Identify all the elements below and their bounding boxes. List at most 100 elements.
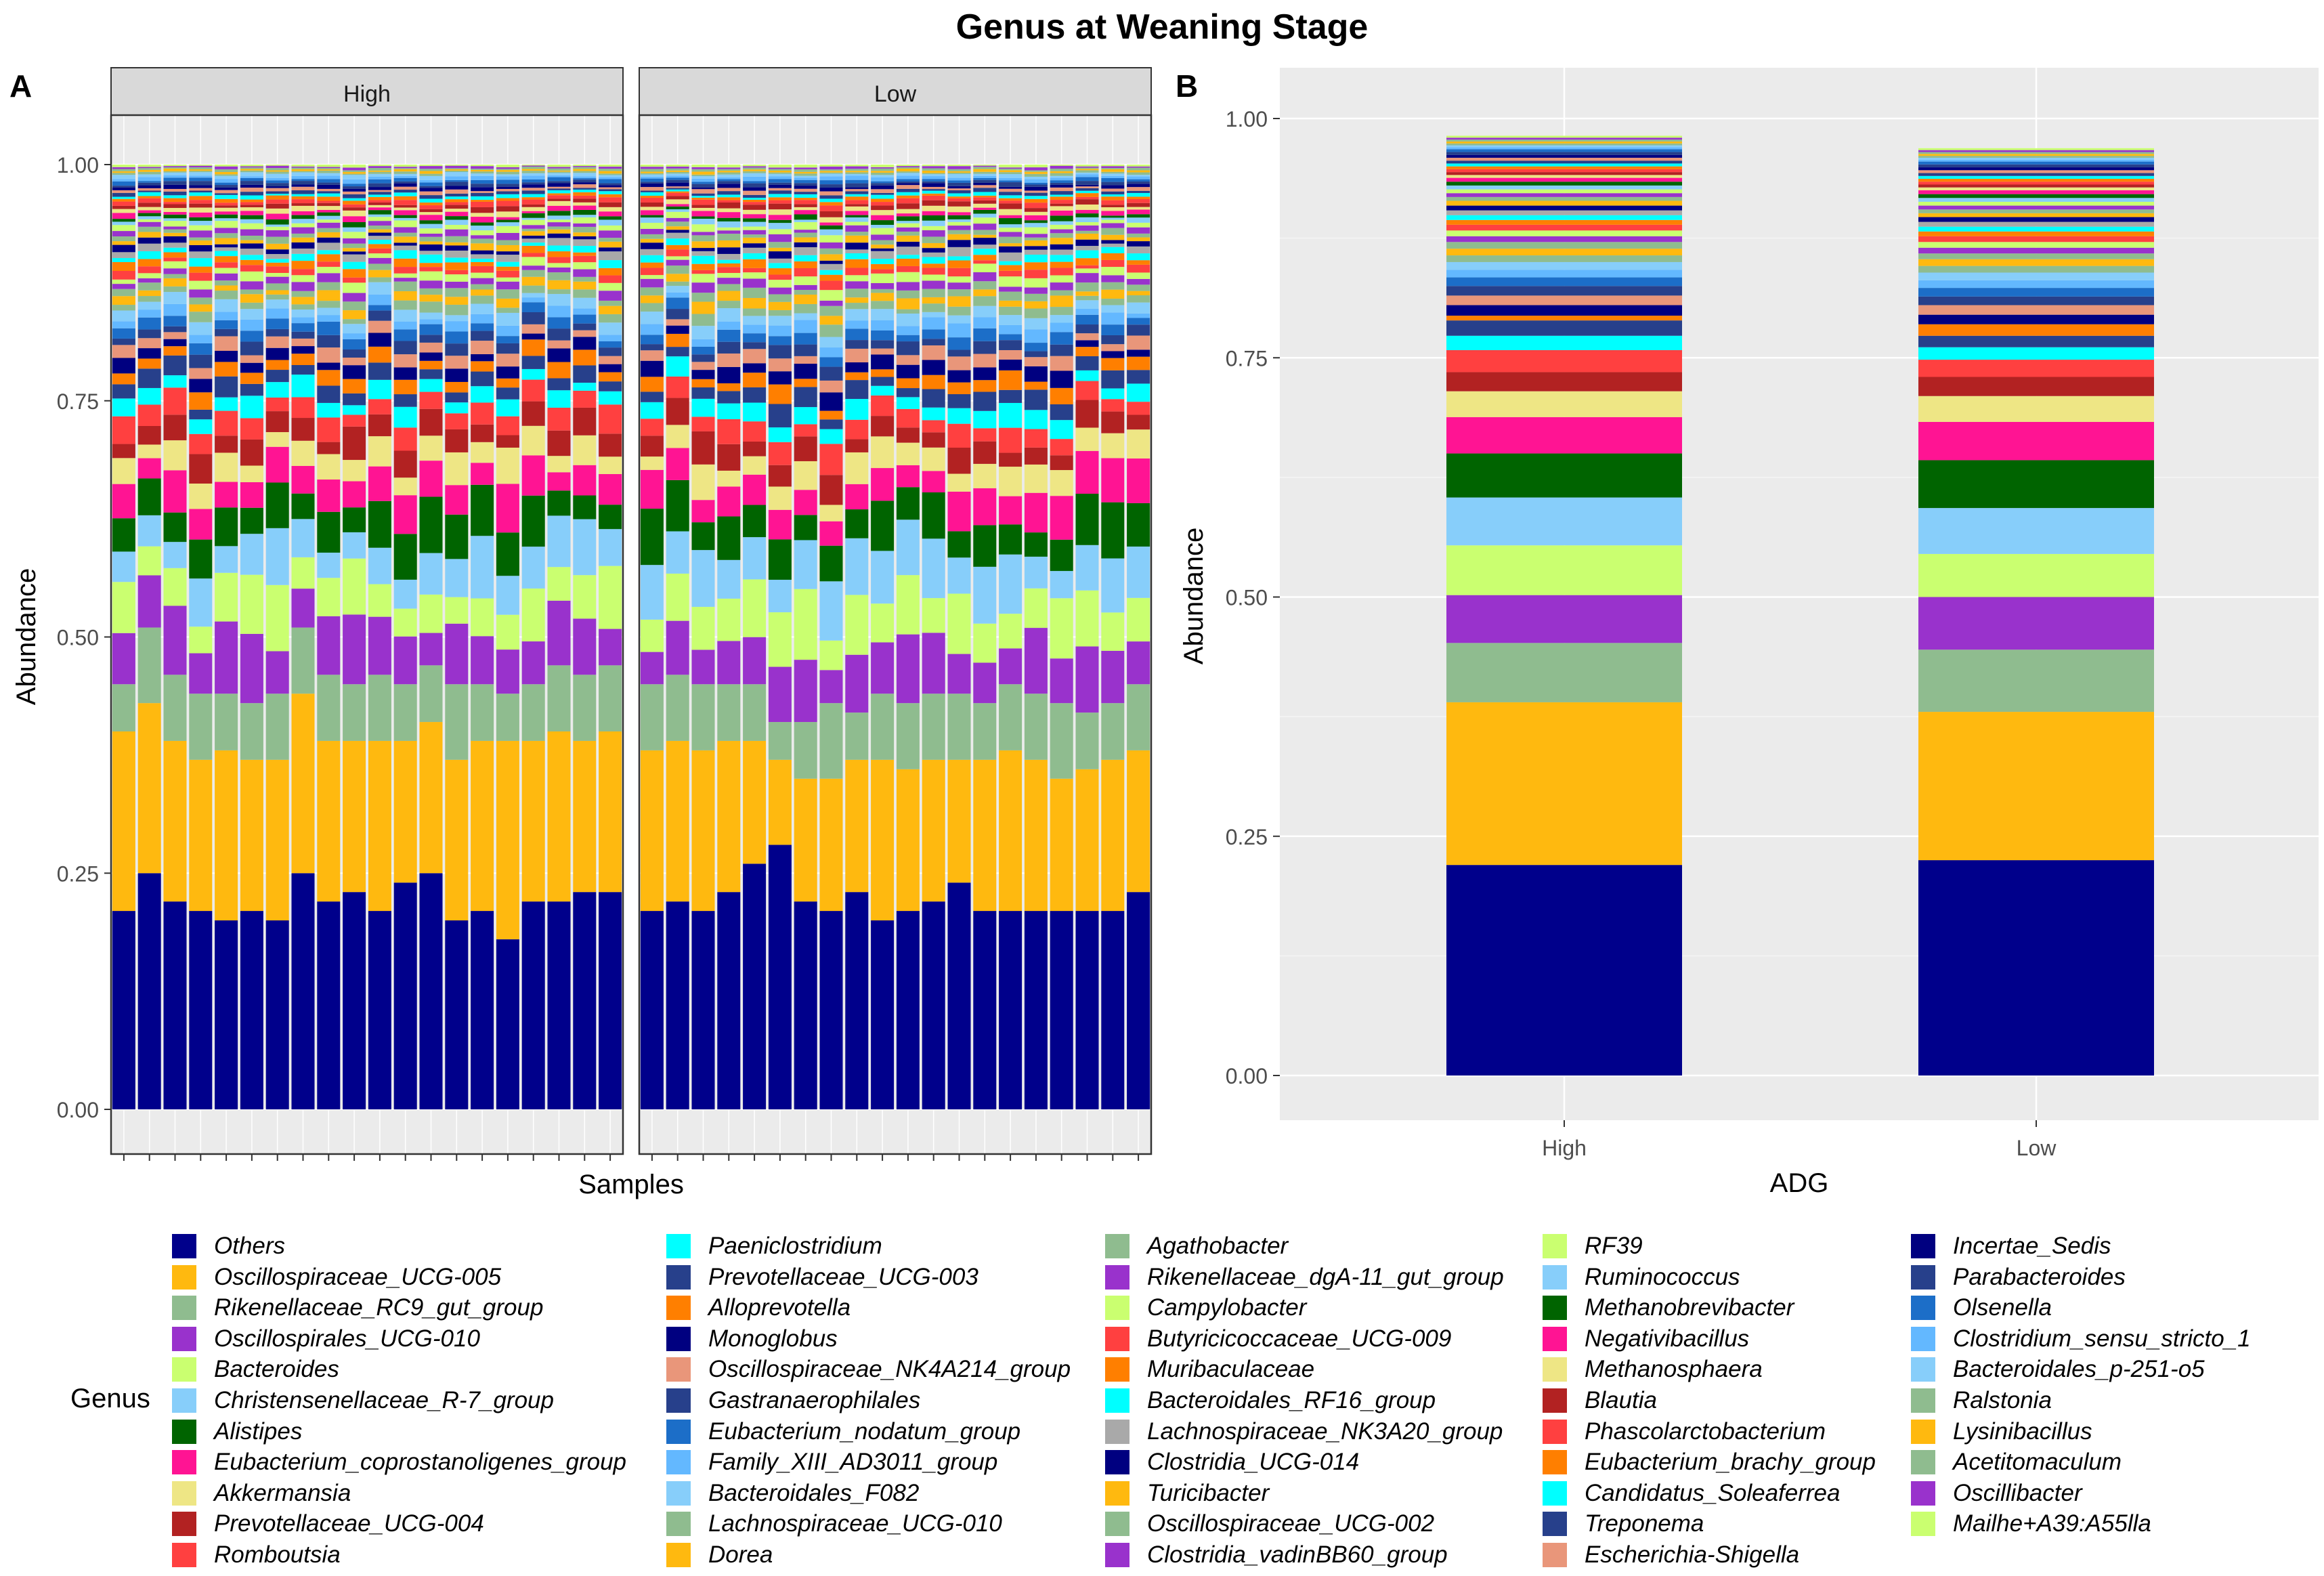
stacked-bar-segment (1918, 167, 2154, 171)
stacked-bar-segment (368, 466, 391, 501)
stacked-bar-segment (794, 255, 817, 261)
stacked-bar-segment (368, 584, 391, 617)
stacked-bar-segment (691, 649, 715, 685)
stacked-bar-segment (573, 215, 597, 217)
stacked-bar-segment (112, 186, 135, 188)
stacked-bar-segment (973, 354, 997, 368)
stacked-bar-segment (768, 384, 792, 404)
stacked-bar-segment (112, 219, 135, 222)
stacked-bar-segment (973, 238, 997, 245)
stacked-bar-segment (573, 435, 597, 465)
stacked-bar-segment (819, 195, 843, 199)
stacked-bar-segment (137, 167, 161, 169)
stacked-bar-segment (845, 217, 869, 222)
stacked-bar-segment (496, 211, 519, 217)
stacked-bar-segment (393, 579, 417, 609)
stacked-bar-segment (666, 376, 689, 398)
stacked-bar-segment (1075, 170, 1099, 173)
stacked-bar-segment (445, 245, 469, 251)
stacked-bar-segment (317, 385, 341, 403)
stacked-bar-segment (999, 209, 1023, 215)
stacked-bar-segment (1050, 282, 1073, 291)
stacked-bar-segment (896, 167, 920, 169)
stacked-bar-segment (496, 740, 519, 939)
stacked-bar-segment (640, 176, 664, 179)
stacked-bar-segment (317, 335, 341, 348)
stacked-bar-segment (137, 444, 161, 459)
stacked-bar-segment (419, 209, 443, 213)
stacked-bar-segment (265, 188, 289, 192)
stacked-bar-segment (666, 675, 689, 741)
stacked-bar-segment (419, 220, 443, 224)
stacked-bar-segment (496, 261, 519, 267)
stacked-bar-segment (666, 333, 689, 347)
stacked-bar-segment (691, 165, 715, 167)
stacked-bar-segment (1446, 196, 1682, 201)
stacked-bar-segment (999, 340, 1023, 350)
stacked-bar-segment (794, 290, 817, 295)
stacked-bar-segment (922, 248, 945, 253)
stacked-bar-segment (521, 297, 545, 303)
stacked-bar-segment (666, 347, 689, 357)
stacked-bar-segment (599, 404, 622, 434)
stacked-bar-segment (445, 176, 469, 180)
stacked-bar-segment (189, 207, 213, 213)
stacked-bar-segment (819, 444, 843, 475)
stacked-bar-segment (521, 495, 545, 547)
stacked-bar-segment (291, 242, 315, 249)
stacked-bar-segment (1050, 703, 1073, 779)
stacked-bar-segment (768, 194, 792, 198)
stacked-bar-segment (240, 184, 263, 188)
x-tick-label: Low (2017, 1136, 2057, 1160)
stacked-bar-segment (215, 214, 238, 219)
stacked-bar-segment (291, 465, 315, 494)
stacked-bar-segment (112, 179, 135, 182)
stacked-bar-segment (1918, 187, 2154, 190)
stacked-bar-segment (1446, 200, 1682, 206)
stacked-bar-segment (1050, 290, 1073, 296)
stacked-bar-segment (343, 216, 366, 223)
stacked-bar-segment (999, 224, 1023, 228)
stacked-bar-segment (1024, 588, 1048, 629)
stacked-bar-segment (1101, 211, 1125, 216)
stacked-bar-segment (215, 291, 238, 299)
stacked-bar-segment (317, 182, 341, 185)
stacked-bar-segment (112, 169, 135, 171)
stacked-bar-segment (240, 302, 263, 310)
stacked-bar-segment (112, 262, 135, 272)
stacked-bar-segment (896, 265, 920, 272)
stacked-bar-segment (947, 337, 971, 350)
stacked-bar-segment (573, 202, 597, 206)
stacked-bar-segment (1446, 205, 1682, 211)
stacked-bar-segment (1050, 275, 1073, 283)
stacked-bar-segment (547, 328, 571, 341)
stacked-bar-segment (743, 253, 767, 259)
stacked-bar-segment (265, 432, 289, 447)
stacked-bar-segment (999, 554, 1023, 614)
stacked-bar-segment (215, 694, 238, 750)
stacked-bar-segment (1075, 217, 1099, 223)
stacked-bar-segment (1101, 335, 1125, 345)
stacked-bar-segment (265, 213, 289, 219)
stacked-bar-segment (265, 194, 289, 196)
stacked-bar-segment (794, 169, 817, 172)
stacked-bar-segment (163, 202, 187, 205)
stacked-bar-segment (215, 435, 238, 453)
stacked-bar-segment (445, 225, 469, 230)
stacked-bar-segment (599, 225, 622, 231)
stacked-bar-segment (573, 171, 597, 173)
stacked-bar-segment (691, 182, 715, 184)
stacked-bar-segment (1024, 293, 1048, 301)
stacked-bar-segment (163, 332, 187, 339)
stacked-bar-segment (666, 186, 689, 188)
stacked-bar-segment (947, 593, 971, 654)
stacked-bar-segment (445, 193, 469, 197)
stacked-bar-segment (240, 633, 263, 704)
stacked-bar-segment (666, 182, 689, 187)
stacked-bar-segment (547, 317, 571, 329)
stacked-bar-segment (1050, 295, 1073, 307)
stacked-bar-segment (189, 266, 213, 273)
stacked-bar-segment (547, 272, 571, 280)
stacked-bar-segment (973, 209, 997, 214)
